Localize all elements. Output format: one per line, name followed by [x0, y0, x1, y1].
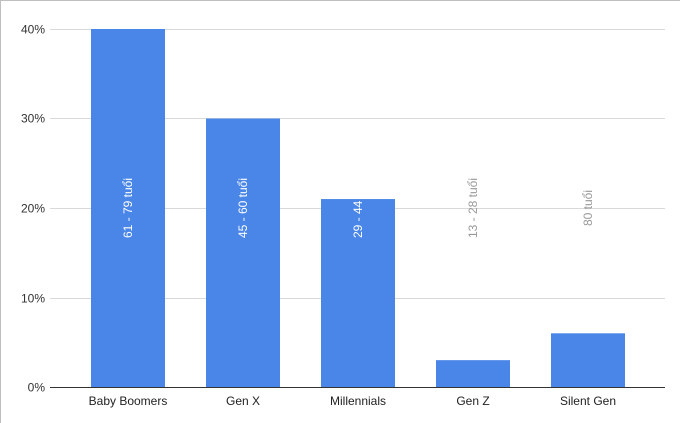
bar [206, 118, 280, 387]
y-tick-label: 10% [21, 292, 45, 306]
bar [91, 29, 165, 387]
x-tick-label: Baby Boomers [89, 394, 168, 408]
data-label: 29 - 44 tuổi [351, 178, 365, 238]
data-label: 61 - 79 tuổi [121, 178, 135, 238]
data-label: 13 - 28 tuổi [466, 178, 480, 238]
y-tick-label: 0% [28, 381, 46, 395]
x-tick-label: Millennials [330, 394, 386, 408]
x-tick-label: Gen Z [456, 394, 489, 408]
y-tick-label: 40% [21, 23, 45, 37]
bar [436, 360, 510, 387]
bar [321, 199, 395, 387]
x-tick-label: Silent Gen [560, 394, 616, 408]
axes: 0% 10% 20% 30% 40% Baby Boomers Gen X Millennia… [21, 23, 665, 408]
x-tick-label: Gen X [226, 394, 260, 408]
data-label: 45 - 60 tuổi [236, 178, 250, 238]
y-tick-label: 30% [21, 112, 45, 126]
y-tick-label: 20% [21, 202, 45, 216]
data-label: 80 tuổi [581, 190, 595, 226]
bars: 61 - 79 tuổi 45 - 60 tuổi 29 - 44 tuổi 13 -… [91, 29, 625, 387]
bar [551, 333, 625, 387]
